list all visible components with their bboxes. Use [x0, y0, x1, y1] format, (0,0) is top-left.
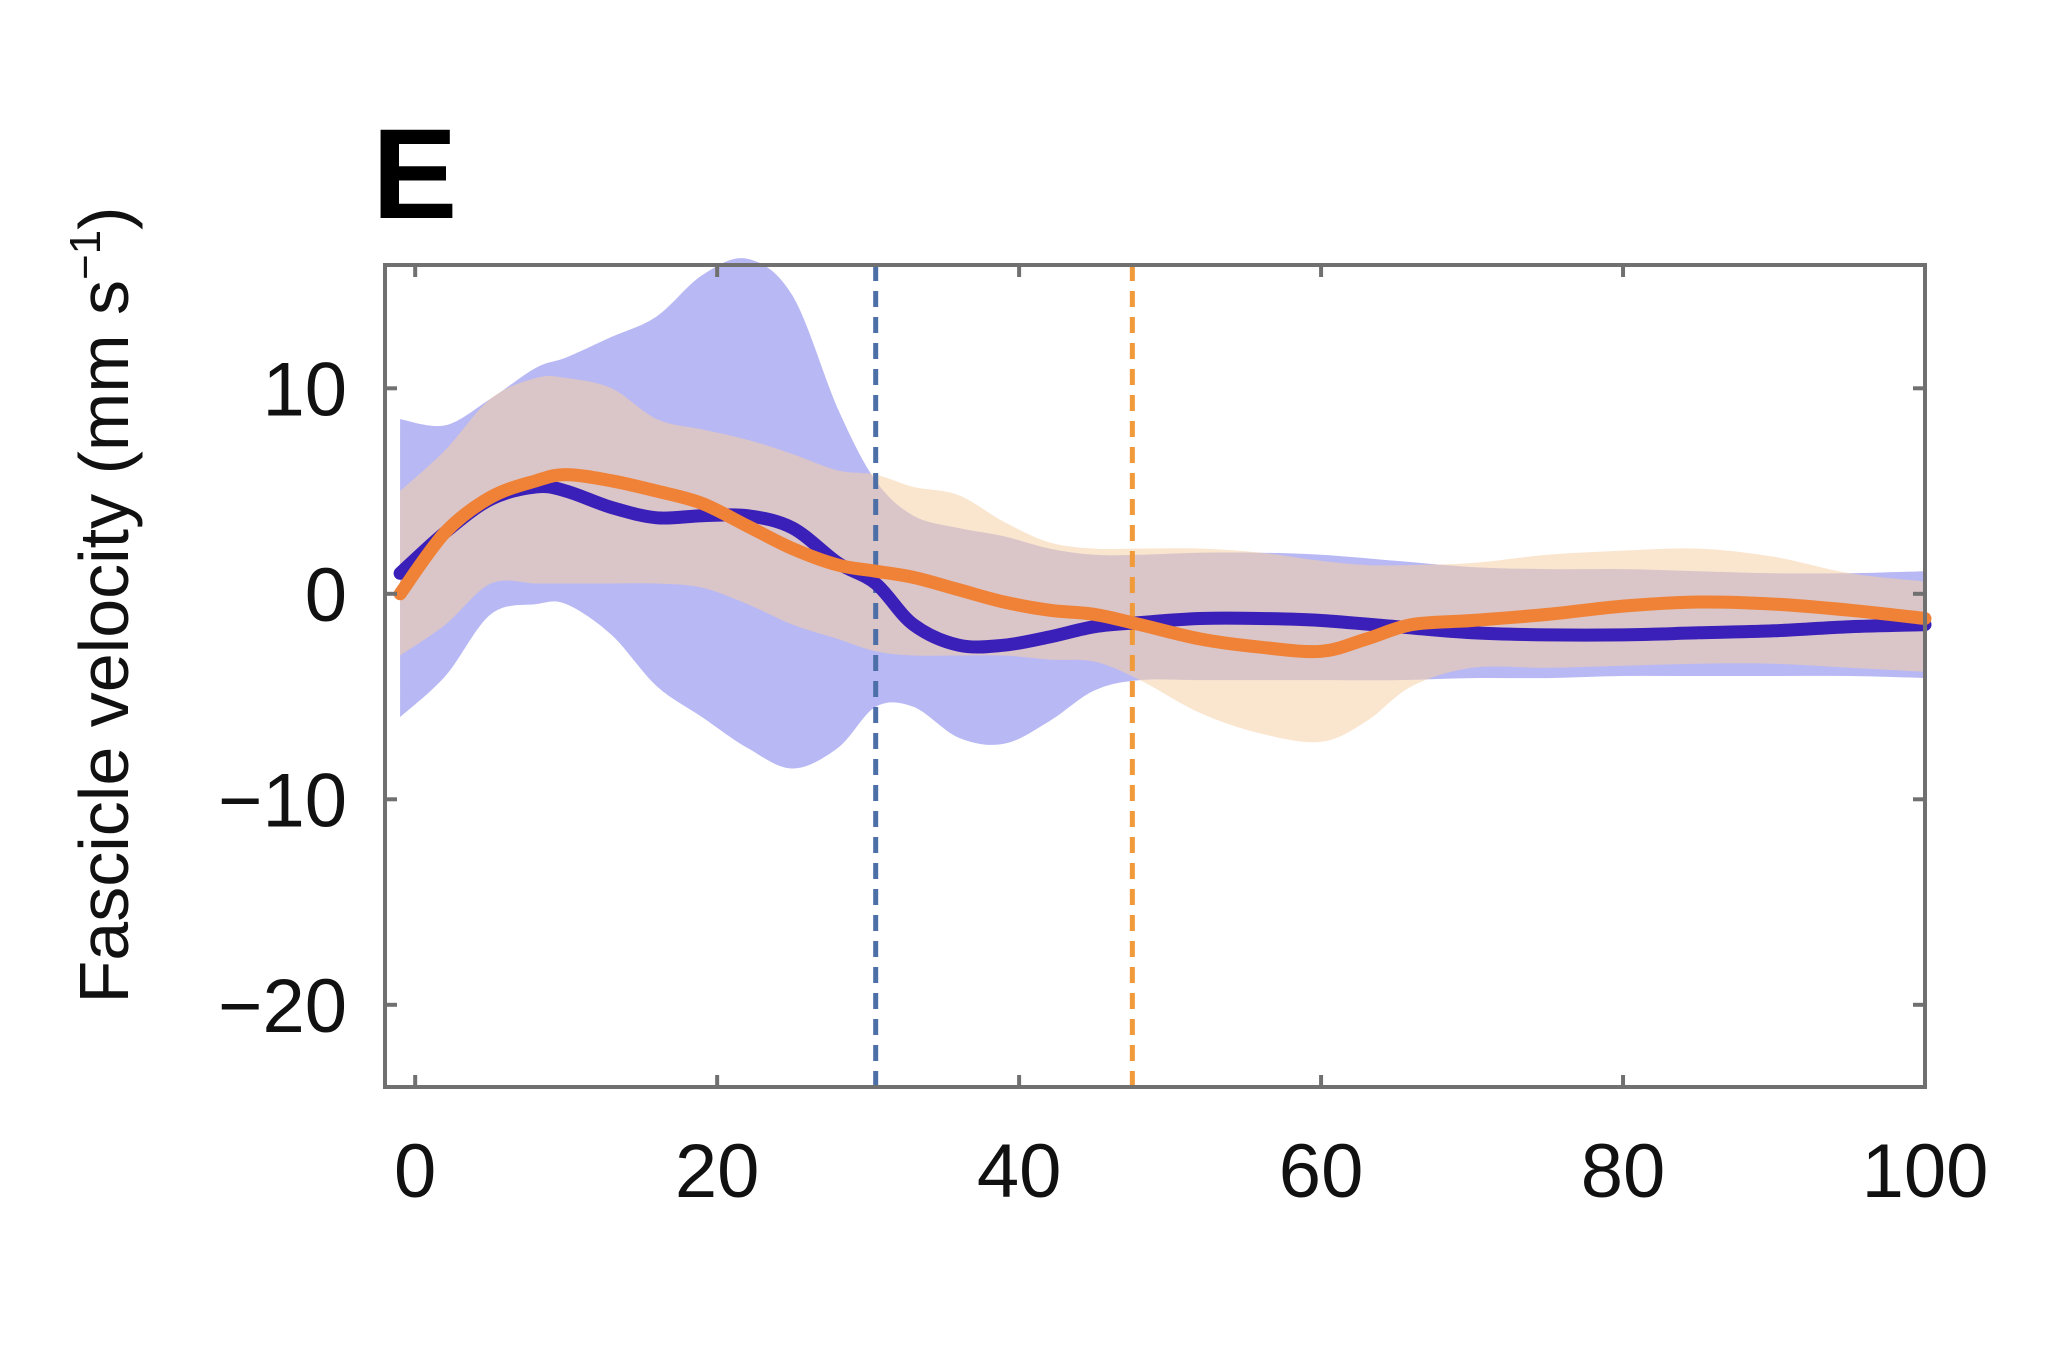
y-tick-label: 10 [262, 347, 347, 432]
event-lines [873, 265, 1135, 1087]
x-tick-label: 0 [394, 1129, 436, 1214]
x-axis-ticks: 0 20 40 60 80 100 [394, 265, 1988, 1214]
y-tick-label: −20 [218, 964, 347, 1049]
panel-label: E [372, 103, 457, 246]
x-tick-label: 80 [1581, 1129, 1666, 1214]
x-tick-label: 60 [1279, 1129, 1364, 1214]
y-tick-label: −10 [218, 758, 347, 843]
series-band-orange [400, 376, 1926, 743]
plot-frame [383, 263, 1927, 1089]
series-line-blue [393, 480, 1932, 654]
series-lines [393, 468, 1932, 659]
plot-axes [383, 263, 1927, 1089]
x-tick-label: 40 [977, 1129, 1062, 1214]
y-axis-label: Fascicle velocity (mm s−1) [61, 207, 143, 1004]
y-axis-ticks: 10 0 −10 −20 [218, 347, 1925, 1049]
x-tick-label: 20 [675, 1129, 760, 1214]
x-tick-label: 100 [1862, 1129, 1989, 1214]
y-tick-label: 0 [305, 553, 347, 638]
series-line-orange [393, 468, 1932, 659]
